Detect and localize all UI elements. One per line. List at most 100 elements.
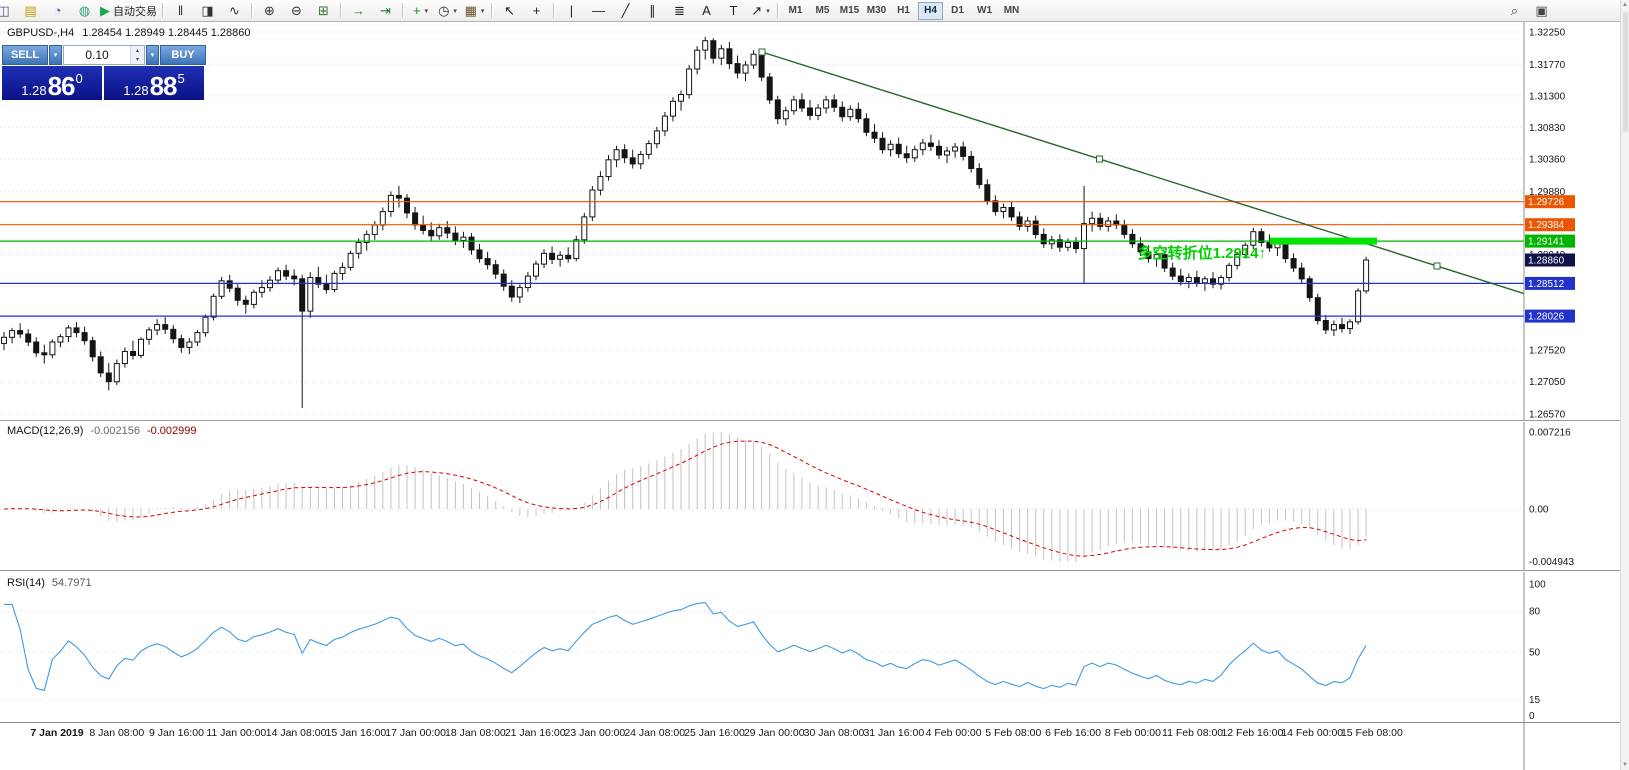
scrollbar-thumb[interactable] (1622, 12, 1628, 132)
dropdown-caret-icon: ▾ (766, 7, 770, 15)
tile-windows-icon[interactable]: ⊞ (310, 1, 337, 21)
indicators-icon: + (412, 3, 421, 18)
bear-candle (283, 270, 290, 277)
trendline-handle[interactable] (758, 48, 766, 56)
bull-candle (605, 159, 612, 178)
time-axis-label: 9 Jan 16:00 (149, 727, 204, 739)
turning-level-bar[interactable] (1270, 237, 1377, 245)
line-chart-icon[interactable]: ∿ (221, 1, 248, 21)
market-watch-icon[interactable]: ◔ (44, 1, 71, 21)
templates-icon[interactable]: ▦ ▾ (461, 1, 488, 21)
volume-field: ▴ ▾ (63, 45, 145, 65)
timeframe-H1[interactable]: H1 (897, 5, 910, 16)
bear-candle (1258, 231, 1265, 243)
bar-chart-icon[interactable]: ‖ (167, 1, 194, 21)
volume-input[interactable] (64, 46, 130, 64)
symbol-title: GBPUSD-,H4 (7, 27, 75, 39)
zoom-in-icon[interactable]: ⊕ (256, 1, 283, 21)
zoom-out-icon[interactable]: ⊖ (283, 1, 310, 21)
vertical-scrollbar[interactable]: ▲ ▼ (1620, 0, 1629, 770)
scroll-up-icon[interactable]: ▲ (1622, 2, 1628, 8)
timeframe-M5[interactable]: M5 (815, 5, 830, 16)
rsi-scale-label: 15 (1529, 695, 1541, 706)
vertical-line-icon[interactable]: | (558, 1, 585, 21)
bull-candle (750, 53, 757, 66)
trendline-object[interactable] (758, 48, 1525, 295)
volume-down-button[interactable]: ▾ (131, 55, 144, 64)
time-axis[interactable]: 7 Jan 2019 8 Jan 08:00 9 Jan 16:00 11 Jan 0… (30, 727, 1403, 739)
text-label-icon[interactable]: T (720, 1, 747, 21)
price-scale-label: 1.29880 (1529, 187, 1566, 198)
timeframe-MN[interactable]: MN (1003, 5, 1020, 16)
buy-button[interactable]: BUY (160, 45, 206, 65)
sell-options-caret-icon[interactable]: ▾ (49, 45, 62, 65)
cursor-icon[interactable]: ↖ (496, 1, 523, 21)
fibonacci-icon[interactable]: ≣ (666, 1, 693, 21)
bear-candle (766, 76, 773, 101)
search-icon[interactable]: ⌕ (1501, 1, 1528, 21)
chart-shift-icon[interactable]: ⇥ (372, 1, 399, 21)
text-icon[interactable]: A (693, 1, 720, 21)
scroll-down-icon[interactable]: ▼ (1622, 762, 1628, 768)
buy-options-caret-icon[interactable]: ▾ (146, 45, 159, 65)
bull-candle (436, 227, 443, 237)
turning-point-annotation[interactable]: 多空转折位1.2914↑ (1138, 244, 1266, 262)
timeframe-M30[interactable]: M30 (866, 5, 887, 16)
candlestick-chart-icon[interactable]: ◨ (194, 1, 221, 21)
horizontal-line-icon[interactable]: — (585, 1, 612, 21)
channel-icon[interactable]: ∥ (639, 1, 666, 21)
buy-price-prefix: 1.28 (123, 83, 149, 98)
bull-candle (524, 275, 531, 289)
bear-candle (315, 277, 322, 285)
bull-candle (1185, 277, 1192, 282)
bull-candle (275, 270, 281, 281)
volume-up-button[interactable]: ▴ (131, 46, 144, 55)
indicators-icon[interactable]: + ▾ (407, 1, 434, 21)
price-scale-label: 1.27520 (1529, 346, 1566, 357)
autotrading-button[interactable]: ▶ 自动交易 (98, 1, 159, 21)
arrows-icon[interactable]: ↗ ▾ (747, 1, 774, 21)
price-chart-canvas[interactable]: 多空转折位1.2914↑ 1.32250 1.31770 1.31300 1.30830… (0, 22, 1620, 770)
new-chart-icon[interactable]: ◫ (0, 1, 17, 21)
new-order-icon[interactable]: ▤ (17, 1, 44, 21)
trendline-handle[interactable] (1433, 262, 1441, 270)
sell-button[interactable]: SELL (2, 45, 48, 65)
price-scale[interactable]: 1.32250 1.31770 1.31300 1.30830 1.30360 1.298… (1523, 22, 1574, 770)
trendline-handle[interactable] (1096, 155, 1103, 163)
bear-candle (1073, 242, 1079, 250)
window-list-icon[interactable]: ▣ (1528, 1, 1555, 21)
bull-candle (194, 332, 201, 343)
sell-price-display[interactable]: 1.28 86 0 (2, 66, 102, 100)
auto-scroll-icon[interactable]: → (345, 1, 372, 21)
periods-icon: ◷ (438, 3, 450, 18)
bull-candle (541, 252, 547, 265)
panel-separators[interactable] (0, 420, 1620, 723)
timeframe-M15[interactable]: M15 (839, 5, 860, 16)
trendline[interactable] (761, 51, 1525, 295)
dropdown-caret-icon: ▾ (453, 7, 457, 15)
timeframe-W1[interactable]: W1 (977, 5, 992, 16)
bull-candle (387, 194, 394, 212)
macd-scale-label: 0.00 (1529, 505, 1549, 516)
bear-candle (500, 273, 507, 287)
zoom-in-icon: ⊕ (264, 3, 275, 18)
bear-candle (774, 99, 781, 120)
bear-candle (73, 327, 80, 334)
bull-candle (1234, 254, 1241, 266)
timeframe-D1[interactable]: D1 (951, 5, 964, 16)
bear-candle (226, 280, 233, 289)
trendline-icon[interactable]: ╱ (612, 1, 639, 21)
bear-candle (1169, 267, 1176, 277)
time-axis-label: 29 Jan 00:00 (744, 727, 805, 739)
crosshair-icon[interactable]: + (523, 1, 550, 21)
periods-icon[interactable]: ◷ ▾ (434, 1, 461, 21)
bull-candle (138, 338, 144, 356)
timeframe-M1[interactable]: M1 (788, 5, 803, 16)
time-axis-label: 8 Feb 00:00 (1105, 727, 1161, 739)
bull-candle (1347, 321, 1353, 330)
navigator-icon[interactable]: ◍ (71, 1, 98, 21)
buy-price-display[interactable]: 1.28 88 5 (104, 66, 204, 100)
bear-candle (1290, 258, 1297, 269)
bear-candle (404, 197, 410, 214)
timeframe-H4[interactable]: H4 (918, 1, 943, 20)
